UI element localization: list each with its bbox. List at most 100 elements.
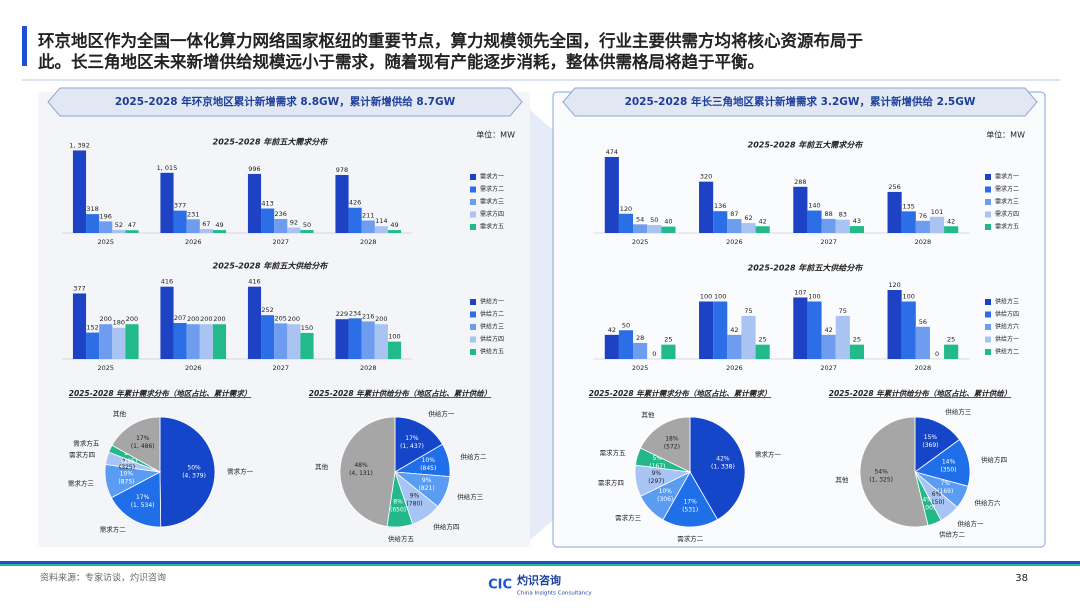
amount-label: (1, 534) <box>131 502 155 509</box>
amount-label: (169) <box>937 488 953 495</box>
legend-label: 供给方六 <box>995 323 1019 331</box>
bar <box>287 227 301 233</box>
data-label: 120 <box>888 281 900 289</box>
data-label: 100 <box>903 293 915 301</box>
legend-swatch <box>985 224 991 230</box>
bar <box>944 344 959 359</box>
share-label: 17% <box>136 435 150 442</box>
legend-label: 需求方四 <box>995 210 1019 218</box>
legend-label: 需求方二 <box>995 185 1019 193</box>
amount-label: (350) <box>940 466 956 473</box>
x-tick-label: 2027 <box>820 364 837 372</box>
page-number: 38 <box>1015 573 1028 584</box>
bar <box>647 224 662 233</box>
bar <box>160 286 174 359</box>
bar <box>633 224 648 233</box>
amount-label: (1, 437) <box>400 443 424 450</box>
legend-swatch <box>985 299 991 305</box>
bar <box>261 315 275 359</box>
share-label: 50% <box>187 464 201 471</box>
data-label: 231 <box>187 210 199 218</box>
data-label: 100 <box>388 333 400 341</box>
footer-rule <box>0 561 1080 564</box>
data-label: 62 <box>744 214 752 222</box>
bar <box>173 210 187 233</box>
chart-title: 2025-2028 年累计供给分布（地区占比、累计供给） <box>309 389 491 398</box>
slice-name: 需求方一 <box>755 450 782 459</box>
legend-label: 供给方四 <box>995 310 1019 318</box>
bar <box>929 216 945 233</box>
share-label: 7% <box>940 480 950 487</box>
data-label: 236 <box>275 210 287 218</box>
title-accent <box>22 26 27 66</box>
legend-label: 供给方三 <box>480 323 504 331</box>
legend-swatch <box>470 349 476 355</box>
data-label: 47 <box>128 221 136 229</box>
bar <box>335 319 349 359</box>
data-label: 28 <box>636 334 644 342</box>
data-label: 87 <box>730 210 738 218</box>
bar <box>713 301 728 359</box>
share-label: 10% <box>422 457 436 464</box>
data-label: 1, 015 <box>157 164 178 172</box>
data-label: 107 <box>794 288 806 296</box>
bar <box>173 323 187 359</box>
x-tick-label: 2025 <box>97 364 114 372</box>
x-tick-label: 2027 <box>820 238 837 246</box>
data-label: 42 <box>947 217 955 225</box>
data-label: 50 <box>622 321 630 329</box>
bar <box>807 210 822 233</box>
bar <box>112 229 126 233</box>
legend-swatch <box>470 311 476 318</box>
slice-name: 供给方三 <box>457 492 484 501</box>
bar <box>901 211 916 233</box>
bar <box>274 323 288 359</box>
share-label: 9% <box>410 492 420 499</box>
slice-name: 其他 <box>315 462 329 471</box>
slice-name: 供给方二 <box>939 530 966 539</box>
pie-slice <box>914 416 961 473</box>
data-label: 135 <box>903 202 915 210</box>
data-label: 50 <box>650 216 658 224</box>
bar <box>604 334 619 359</box>
data-label: 413 <box>261 200 273 208</box>
x-tick-label: 2028 <box>915 364 932 372</box>
slice-name: 需求方三 <box>615 513 642 522</box>
legend-label: 需求方五 <box>995 223 1019 231</box>
data-label: 52 <box>115 221 123 229</box>
bar <box>300 230 314 233</box>
x-tick-label: 2026 <box>185 364 202 372</box>
bar <box>199 324 213 359</box>
footer-rule <box>0 564 1080 566</box>
bar <box>287 324 301 359</box>
bar <box>99 221 113 233</box>
legend-label: 供给方二 <box>480 310 504 318</box>
slice-name: 需求方一 <box>227 467 254 476</box>
data-label: 67 <box>202 220 210 228</box>
data-label: 0 <box>935 350 939 358</box>
bar <box>727 219 742 233</box>
slice-name: 供给方四 <box>981 455 1007 464</box>
legend-swatch <box>470 299 476 305</box>
title-line: 环京地区作为全国一体化算力网络国家枢纽的重要节点，算力规模领先全国，行业主要供需… <box>38 31 863 51</box>
legend-swatch <box>985 199 991 205</box>
bar <box>247 173 262 233</box>
title-line: 此。长三角地区未来新增供给规模远小于需求，随着现有产能逐步消耗，整体供需格局将趋… <box>38 52 764 72</box>
amount-label: (4, 379) <box>182 472 206 479</box>
data-label: 152 <box>86 324 98 332</box>
data-label: 229 <box>336 310 348 318</box>
share-label: 14% <box>942 458 956 465</box>
data-label: 101 <box>931 208 943 216</box>
x-tick-label: 2028 <box>360 238 377 246</box>
legend-swatch <box>985 324 991 330</box>
bar <box>901 301 916 359</box>
slice-name: 其他 <box>835 475 849 484</box>
bar <box>212 230 227 233</box>
x-tick-label: 2026 <box>185 238 202 246</box>
bar <box>835 219 850 233</box>
data-label: 25 <box>664 336 672 344</box>
share-label: 9% <box>652 470 662 477</box>
slice-name: 需求方二 <box>100 525 127 534</box>
data-label: 211 <box>362 211 374 219</box>
data-label: 200 <box>213 315 225 323</box>
